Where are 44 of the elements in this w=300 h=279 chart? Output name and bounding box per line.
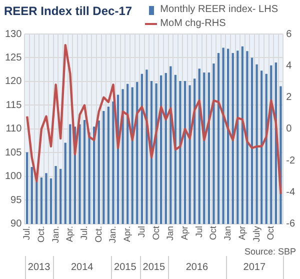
- x-tick-label: Jul.: [22, 226, 32, 240]
- y-tick-label: 90: [10, 218, 22, 230]
- y-tick-label: 110: [6, 124, 22, 135]
- y-tick-label: 130: [4, 28, 22, 40]
- x-tick-label: Oct.: [93, 226, 104, 243]
- x-tick-label: Jan.: [108, 226, 118, 244]
- text: 2013: [28, 262, 51, 273]
- x-tick-label: July: [251, 226, 262, 242]
- chart-title: REER Index till Dec-17: [4, 4, 132, 18]
- x-tick-label: Oct: [208, 226, 218, 240]
- legend-label: MoM chg-RHS: [160, 17, 226, 31]
- y-tick-label: 125: [4, 52, 22, 64]
- x-tick-label: Oct: [150, 226, 161, 240]
- y2-tick-label: -4: [286, 187, 296, 198]
- y-tick-label: 120: [4, 76, 22, 88]
- source-note: Source: SBP: [244, 246, 296, 256]
- x-tick-label: Oct.: [36, 226, 46, 243]
- y2-tick-label: -2: [286, 155, 296, 166]
- text: 2017: [243, 262, 266, 273]
- legend-label: Monthly REER index- LHS: [160, 3, 278, 17]
- x-tick-label: Jan.: [50, 226, 60, 244]
- x-tick-label: Apr: [179, 226, 190, 240]
- y2-tick-label: 6: [286, 28, 292, 40]
- y2-tick-label: 0: [286, 124, 292, 135]
- y-tick-label: 105: [4, 147, 22, 158]
- x-tick-label: Jul: [136, 226, 146, 238]
- x-tick-label: Jan: [165, 226, 176, 241]
- y-tick-label: 95: [10, 194, 22, 206]
- x-tick-label: Jan: [222, 226, 233, 241]
- text: 2015: [142, 262, 166, 273]
- y-tick-label: 115: [6, 100, 22, 111]
- x-tick-label: Apr.: [64, 226, 75, 242]
- x-tick-label: Jul.: [78, 226, 89, 240]
- text: 2014: [70, 262, 94, 273]
- text: 2015: [114, 262, 137, 273]
- x-tick-label: Jul: [194, 226, 204, 238]
- y-tick-label: 100: [4, 171, 22, 182]
- x-tick-label: Oct: [266, 226, 276, 240]
- text: 2016: [186, 262, 209, 273]
- x-tick-label: Apr: [236, 226, 247, 240]
- y2-tick-label: -6: [286, 218, 296, 230]
- y2-tick-label: 4: [286, 60, 292, 72]
- x-tick-label: Apr.: [122, 226, 132, 242]
- y2-tick-label: 2: [286, 92, 292, 104]
